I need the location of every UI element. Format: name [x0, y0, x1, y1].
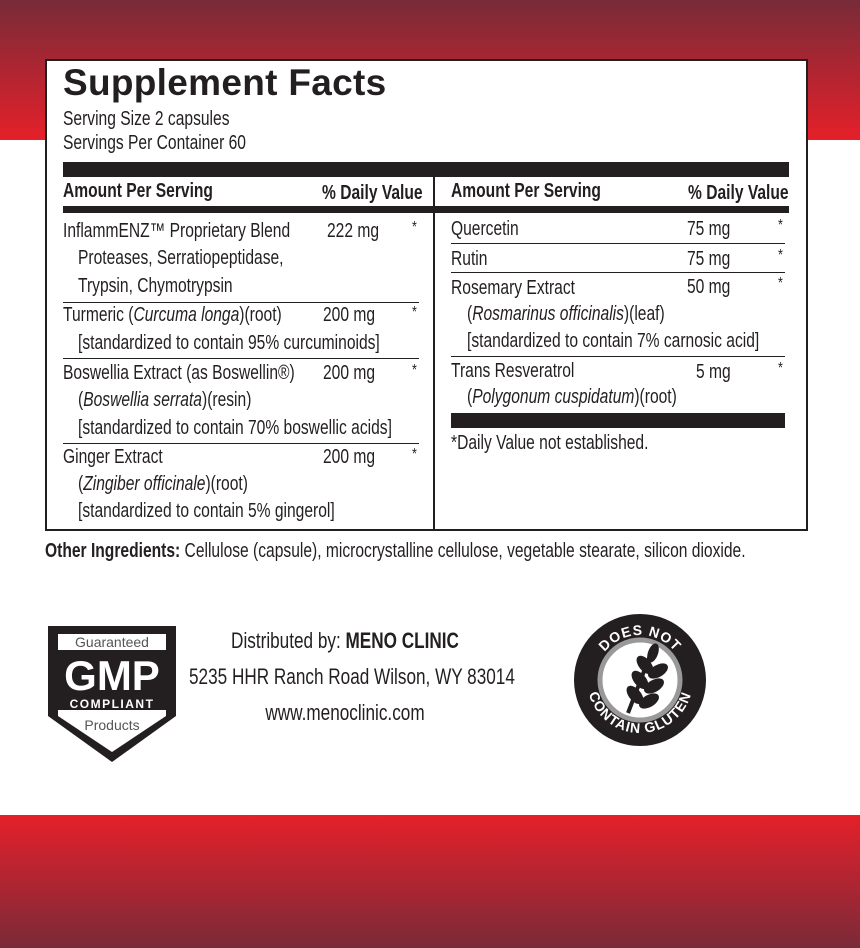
ingredient-detail: Trypsin, Chymotrypsin — [78, 275, 233, 297]
ingredient-name: InflammENZ™ Proprietary Blend — [63, 220, 291, 242]
ingredient-detail: [standardized to contain 95% curcuminoid… — [78, 332, 380, 354]
ingredient-detail: [standardized to contain 7% carnosic aci… — [467, 330, 760, 352]
ingredient-name: Rosemary Extract — [451, 277, 575, 299]
ingredient-name: Trans Resveratrol — [451, 360, 575, 382]
header-bar-left — [63, 206, 433, 213]
divider-bar — [451, 413, 785, 428]
ingredient-amount: 75 mg — [687, 218, 731, 240]
ingredient-detail: [standardized to contain 70% boswellic a… — [78, 417, 392, 439]
ingredient-amount: 200 mg — [323, 362, 376, 384]
serving-size: Serving Size 2 capsules — [63, 108, 230, 130]
ingredient-detail: (Zingiber officinale)(root) — [78, 473, 248, 495]
ingredient-detail: [standardized to contain 5% gingerol] — [78, 500, 335, 522]
ingredient-name: Rutin — [451, 248, 488, 270]
divider-bar — [63, 162, 789, 177]
row-divider — [63, 443, 419, 444]
header-dv-right: % Daily Value — [688, 182, 789, 204]
header-dv-left: % Daily Value — [322, 182, 423, 204]
ingredient-amount: 75 mg — [687, 248, 731, 270]
gluten-free-badge: DOES NOT CONTAIN GLUTEN — [574, 614, 706, 746]
ingredient-dv: * — [412, 362, 417, 379]
row-divider — [451, 243, 785, 244]
row-divider — [63, 358, 419, 359]
ingredient-amount: 5 mg — [696, 361, 731, 383]
header-bar-right — [435, 206, 789, 213]
gmp-products: Products — [84, 717, 139, 733]
ingredient-dv: * — [778, 217, 783, 234]
distributor-website[interactable]: www.menoclinic.com — [265, 700, 425, 725]
other-ingredients: Other Ingredients: Cellulose (capsule), … — [45, 540, 746, 562]
ingredient-name: Quercetin — [451, 218, 519, 240]
servings-per-container: Servings Per Container 60 — [63, 132, 246, 154]
ingredient-dv: * — [412, 446, 417, 463]
ingredient-dv: * — [412, 219, 417, 236]
distributor-line: Distributed by: MENO CLINIC — [231, 628, 459, 653]
ingredient-name: Ginger Extract — [63, 446, 163, 468]
ingredient-amount: 50 mg — [687, 276, 731, 298]
ingredient-dv: * — [778, 247, 783, 264]
header-amount-left: Amount Per Serving — [63, 180, 213, 202]
ingredient-name: Turmeric (Curcuma longa)(root) — [63, 304, 282, 326]
row-divider — [63, 302, 419, 303]
ingredient-detail: (Polygonum cuspidatum)(root) — [467, 386, 677, 408]
ingredient-amount: 222 mg — [327, 220, 380, 242]
ingredient-amount: 200 mg — [323, 304, 376, 326]
header-amount-right: Amount Per Serving — [451, 180, 601, 202]
gmp-guaranteed: Guaranteed — [75, 634, 149, 650]
ingredient-dv: * — [778, 360, 783, 377]
distributor-address: 5235 HHR Ranch Road Wilson, WY 83014 — [189, 664, 515, 689]
bottom-color-band — [0, 815, 860, 948]
supplement-facts-panel — [45, 59, 808, 531]
footnote: *Daily Value not established. — [451, 432, 649, 454]
ingredient-detail: (Boswellia serrata)(resin) — [78, 389, 252, 411]
gmp-text: GMP — [64, 652, 160, 699]
ingredient-amount: 200 mg — [323, 446, 376, 468]
wheat-icon — [626, 643, 668, 714]
ingredient-name: Boswellia Extract (as Boswellin®) — [63, 362, 295, 384]
row-divider — [451, 356, 785, 357]
ingredient-detail: (Rosmarinus officinalis)(leaf) — [467, 303, 665, 325]
row-divider — [451, 272, 785, 273]
gmp-badge: Guaranteed GMP COMPLIANT Products — [48, 626, 176, 762]
gmp-compliant: COMPLIANT — [70, 697, 155, 711]
panel-title: Supplement Facts — [63, 62, 387, 103]
ingredient-dv: * — [412, 304, 417, 321]
ingredient-dv: * — [778, 275, 783, 292]
ingredient-detail: Proteases, Serratiopeptidase, — [78, 247, 284, 269]
column-divider — [433, 177, 435, 530]
